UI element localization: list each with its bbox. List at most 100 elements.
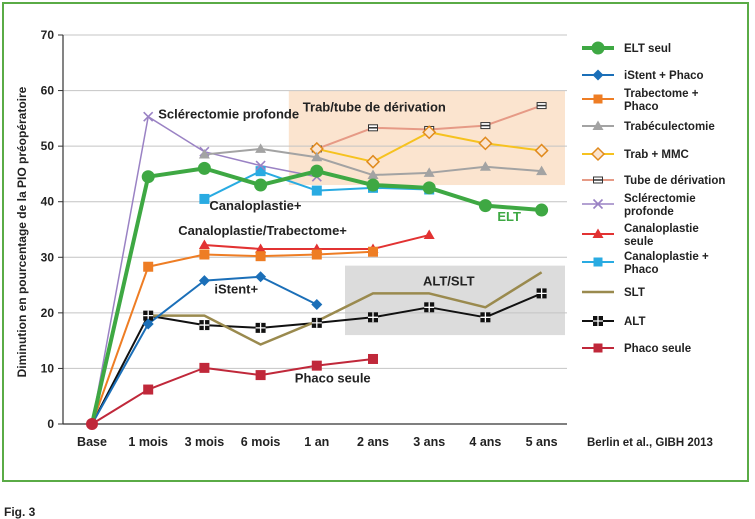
data-point — [255, 160, 266, 171]
series-markers-trab-culectomie — [198, 143, 548, 180]
legend-label: ELT seul — [624, 43, 671, 55]
data-point — [198, 239, 210, 250]
data-point — [592, 120, 604, 130]
data-point — [422, 125, 437, 140]
data-point — [255, 166, 266, 177]
data-point — [197, 161, 211, 175]
data-point — [423, 167, 435, 177]
data-point — [255, 271, 267, 283]
legend-item: ALT — [582, 316, 646, 328]
x-tick-label: 5 ans — [526, 435, 558, 449]
series-slt — [148, 271, 543, 346]
legend-item: Sclérectomie profonde — [582, 193, 696, 218]
series-trabectome-phaco — [91, 250, 374, 425]
x-tick-label: 3 ans — [413, 435, 445, 449]
series-markers-alt — [143, 288, 547, 333]
series-markers-trab-mmc — [309, 125, 549, 169]
data-point-cross — [480, 312, 491, 323]
data-point — [368, 353, 378, 364]
data-point — [534, 143, 549, 158]
data-point — [143, 261, 154, 272]
y-tick-label: 30 — [41, 250, 55, 264]
legend-item: Phaco seule — [582, 343, 691, 355]
legend-label: Trab + MMC — [624, 149, 689, 161]
legend-label: Canaloplastie seule — [624, 223, 699, 248]
figure-caption: Fig. 3 — [4, 505, 36, 519]
legend-item: Tube de dérivation — [582, 175, 725, 187]
x-tick-label: 4 ans — [469, 435, 501, 449]
series-line — [91, 357, 374, 425]
data-point — [366, 178, 380, 192]
annotation: Phaco seule — [295, 370, 371, 385]
data-point — [255, 143, 267, 153]
data-point — [198, 148, 210, 159]
x-tick-label: Base — [77, 435, 107, 449]
series-line — [91, 275, 318, 425]
legend-item: ELT seul — [582, 41, 671, 55]
data-point — [593, 94, 603, 104]
data-point — [422, 181, 436, 195]
x-tick-label: 3 mois — [185, 435, 225, 449]
data-point-cross — [368, 312, 378, 323]
region-label: Trab/tube de dérivation — [303, 100, 446, 115]
legend-label: ALT — [624, 316, 646, 328]
data-point — [254, 178, 268, 192]
data-point — [198, 275, 210, 287]
data-point — [143, 111, 154, 122]
y-axis-label: Diminution en pourcentage de la PIO préo… — [15, 86, 29, 377]
annotation: iStent+ — [214, 281, 258, 296]
series-line — [148, 271, 543, 346]
x-tick-label: 1 mois — [128, 435, 168, 449]
data-point-cross — [255, 322, 266, 333]
data-point-cross — [424, 302, 435, 313]
data-point — [311, 299, 323, 311]
legend-label: Trabectome + Phaco — [624, 88, 699, 113]
y-tick-label: 40 — [41, 195, 55, 209]
legend-item: Canaloplastie seule — [582, 223, 699, 248]
x-tick-label: 1 an — [304, 435, 329, 449]
data-point — [479, 161, 491, 171]
data-point — [367, 169, 379, 180]
data-point — [592, 228, 604, 238]
region-label: ALT/SLT — [423, 274, 475, 289]
data-point — [592, 198, 604, 210]
data-point — [478, 199, 492, 213]
data-point — [478, 136, 493, 151]
data-point — [141, 170, 155, 184]
data-point — [255, 251, 266, 262]
series-phaco-seule — [91, 357, 374, 425]
legend-item: iStent + Phaco — [582, 69, 704, 82]
data-point — [423, 229, 435, 240]
data-point — [142, 318, 154, 330]
data-point — [199, 362, 210, 373]
x-tick-label: 2 ans — [357, 435, 389, 449]
series-markers-trabectome-phaco — [143, 246, 378, 272]
legend-item: Trab + MMC — [582, 146, 689, 162]
data-point — [255, 243, 267, 253]
data-point — [536, 165, 548, 176]
data-point — [310, 164, 324, 178]
data-point — [255, 370, 266, 381]
y-tick-label: 10 — [41, 361, 55, 375]
series-markers-phaco-seule — [143, 353, 378, 395]
series-line — [91, 250, 374, 425]
data-point — [593, 343, 603, 353]
data-point — [199, 249, 210, 260]
legend-item: Trabectome + Phaco — [582, 88, 699, 113]
data-point — [311, 185, 322, 196]
origin-point — [86, 418, 98, 430]
series-markers-elt-seul — [141, 161, 549, 217]
legend-item: Canaloplastie + Phaco — [582, 251, 709, 276]
data-point-cross — [593, 316, 603, 326]
legend-label: Sclérectomie profonde — [624, 193, 696, 218]
source-note: Berlin et al., GIBH 2013 — [587, 437, 713, 449]
data-point — [535, 203, 549, 217]
chart-frame — [2, 2, 749, 482]
legend-item: SLT — [582, 287, 645, 299]
legend-label: SLT — [624, 287, 645, 299]
annotation: Canaloplastie+ — [209, 198, 302, 213]
annotation: Sclérectomie profonde — [158, 106, 299, 121]
data-point-cross — [311, 317, 322, 328]
data-point — [311, 151, 323, 162]
